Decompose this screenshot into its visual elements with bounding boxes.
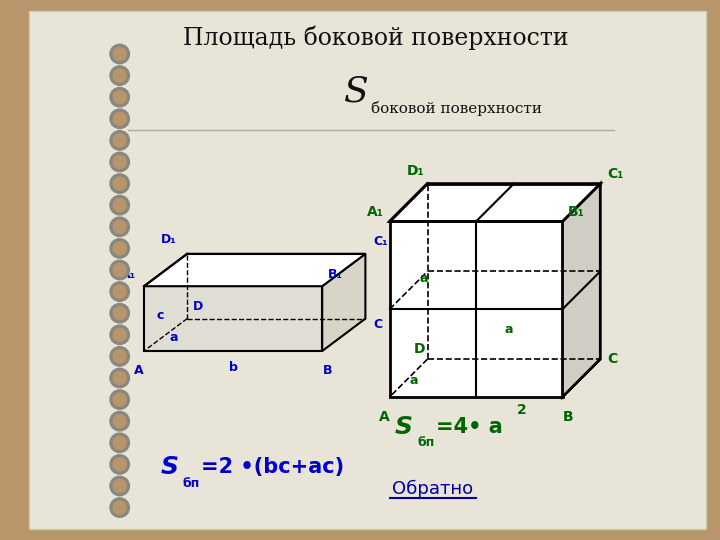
Text: c: c: [156, 309, 164, 322]
Text: S: S: [160, 455, 179, 479]
Text: B: B: [562, 410, 573, 424]
Text: C₁: C₁: [374, 235, 388, 248]
Text: a: a: [410, 374, 418, 387]
Text: a: a: [420, 272, 428, 285]
Polygon shape: [144, 319, 365, 351]
Circle shape: [113, 501, 126, 514]
Text: C₁: C₁: [607, 167, 623, 181]
Polygon shape: [390, 184, 600, 221]
Text: Площадь боковой поверхности: Площадь боковой поверхности: [184, 25, 569, 50]
Circle shape: [110, 131, 130, 150]
Circle shape: [110, 66, 130, 85]
Circle shape: [113, 220, 126, 233]
Polygon shape: [323, 254, 365, 351]
Text: A₁: A₁: [367, 205, 384, 219]
Circle shape: [110, 87, 130, 107]
Text: b: b: [229, 361, 238, 374]
Circle shape: [110, 239, 130, 258]
Polygon shape: [144, 254, 365, 286]
Circle shape: [110, 303, 130, 323]
Text: бп: бп: [418, 436, 435, 449]
Polygon shape: [144, 286, 323, 351]
Circle shape: [110, 282, 130, 301]
Circle shape: [113, 134, 126, 147]
Circle shape: [110, 195, 130, 215]
Text: 2: 2: [517, 403, 526, 417]
Circle shape: [113, 112, 126, 125]
Polygon shape: [390, 359, 600, 397]
Circle shape: [113, 242, 126, 255]
Circle shape: [110, 368, 130, 388]
Text: D: D: [193, 300, 203, 313]
Circle shape: [110, 217, 130, 237]
Circle shape: [113, 285, 126, 298]
Circle shape: [110, 498, 130, 517]
Circle shape: [110, 325, 130, 345]
Text: C: C: [374, 318, 382, 330]
Text: A₁: A₁: [121, 268, 136, 281]
Circle shape: [113, 69, 126, 82]
Text: D₁: D₁: [161, 233, 176, 246]
Text: a: a: [504, 323, 513, 336]
Text: A: A: [134, 364, 143, 377]
Circle shape: [110, 433, 130, 453]
Text: бп: бп: [183, 477, 200, 490]
Circle shape: [110, 347, 130, 366]
Polygon shape: [390, 221, 562, 397]
Text: Обратно: Обратно: [392, 480, 474, 498]
Text: D: D: [413, 342, 425, 356]
Circle shape: [113, 307, 126, 320]
Text: боковой поверхности: боковой поверхности: [371, 100, 541, 116]
Circle shape: [110, 476, 130, 496]
Text: S: S: [344, 75, 369, 109]
Circle shape: [113, 436, 126, 449]
Circle shape: [110, 152, 130, 172]
Circle shape: [113, 328, 126, 341]
Circle shape: [113, 199, 126, 212]
Circle shape: [110, 109, 130, 129]
Circle shape: [113, 393, 126, 406]
Circle shape: [110, 455, 130, 474]
Text: A: A: [379, 410, 390, 424]
Circle shape: [110, 411, 130, 431]
Circle shape: [113, 415, 126, 428]
Text: B: B: [323, 364, 333, 377]
Circle shape: [113, 458, 126, 471]
Text: =2 •(bc+ac): =2 •(bc+ac): [201, 457, 344, 477]
Circle shape: [113, 177, 126, 190]
Circle shape: [113, 264, 126, 276]
Text: a: a: [169, 331, 178, 344]
Circle shape: [113, 372, 126, 384]
Circle shape: [110, 174, 130, 193]
Circle shape: [110, 390, 130, 409]
Circle shape: [113, 156, 126, 168]
Text: D₁: D₁: [408, 164, 425, 178]
Circle shape: [110, 44, 130, 64]
Text: B₁: B₁: [568, 205, 585, 219]
Text: S: S: [395, 415, 413, 438]
Circle shape: [113, 480, 126, 492]
Text: B₁: B₁: [328, 268, 343, 281]
Polygon shape: [562, 184, 600, 397]
Circle shape: [113, 91, 126, 104]
Text: =4• a: =4• a: [436, 416, 503, 437]
Circle shape: [113, 48, 126, 60]
Text: C: C: [607, 352, 617, 366]
Circle shape: [110, 260, 130, 280]
Circle shape: [113, 350, 126, 363]
